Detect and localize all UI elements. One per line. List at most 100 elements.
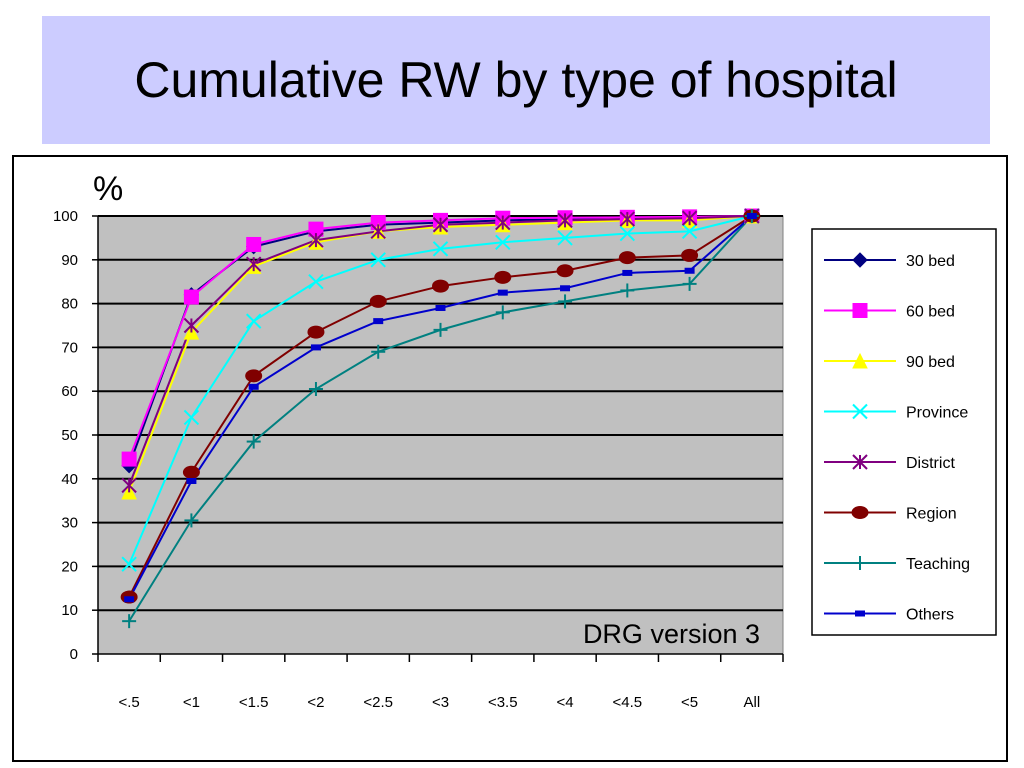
y-tick-label: 50 xyxy=(61,427,78,444)
data-point-province xyxy=(619,225,636,242)
x-tick-label: <.5 xyxy=(118,694,139,711)
data-point-district xyxy=(370,223,386,240)
data-point-teaching xyxy=(558,294,573,309)
legend-label: Province xyxy=(906,405,968,422)
data-point-60-bed xyxy=(183,289,199,305)
data-point-district xyxy=(681,210,698,226)
data-point-district xyxy=(557,212,573,229)
legend-entry-district: District xyxy=(824,454,955,472)
legend-marker xyxy=(852,303,868,318)
data-point-province xyxy=(308,273,324,290)
data-point-district xyxy=(183,317,200,334)
y-tick-label: 20 xyxy=(61,558,78,575)
legend-label: 30 bed xyxy=(906,253,955,270)
data-point-district xyxy=(308,232,324,248)
data-point-60-bed xyxy=(121,451,137,467)
x-tick-label: <5 xyxy=(681,694,698,711)
data-point-province xyxy=(370,252,386,268)
x-tick-label: <2.5 xyxy=(363,694,393,711)
data-point-others xyxy=(746,213,757,219)
data-point-district xyxy=(121,477,137,494)
legend-marker xyxy=(852,352,868,369)
data-point-others xyxy=(435,304,446,311)
legend-label: 60 bed xyxy=(906,304,955,321)
y-tick-label: 0 xyxy=(70,646,78,663)
legend-box xyxy=(811,228,997,636)
data-point-teaching xyxy=(184,513,199,528)
y-tick-label: 100 xyxy=(53,208,78,225)
data-point-teaching xyxy=(246,434,261,449)
y-tick-label: 10 xyxy=(61,602,78,619)
data-point-district xyxy=(432,217,449,233)
legend-entry-90-bed: 90 bed xyxy=(824,352,955,371)
x-tick-label: <4 xyxy=(556,694,573,711)
data-point-others xyxy=(622,269,633,276)
data-point-teaching xyxy=(433,322,448,337)
data-point-region xyxy=(681,248,699,262)
data-point-district xyxy=(245,256,262,272)
legend-entry-region: Region xyxy=(824,506,957,523)
data-point-region xyxy=(556,264,574,278)
chart-annotation: DRG version 3 xyxy=(583,619,760,649)
x-tick-label: <1 xyxy=(183,694,200,711)
data-point-region xyxy=(432,279,449,293)
data-point-others xyxy=(684,267,695,274)
data-point-province xyxy=(495,234,511,250)
data-point-district xyxy=(619,211,636,227)
data-point-province xyxy=(183,409,200,426)
y-tick-label: 90 xyxy=(61,252,78,269)
data-point-region xyxy=(494,270,512,284)
y-tick-label: 70 xyxy=(61,339,78,356)
x-tick-label: All xyxy=(744,694,761,711)
data-point-others xyxy=(560,285,571,292)
x-tick-label: <1.5 xyxy=(239,694,269,711)
legend-marker xyxy=(851,506,869,519)
data-point-others xyxy=(497,289,508,296)
data-point-teaching xyxy=(371,344,386,359)
data-point-teaching xyxy=(495,305,510,320)
legend-marker xyxy=(855,610,865,617)
data-point-region xyxy=(245,369,263,383)
legend-marker xyxy=(853,556,867,570)
data-point-others xyxy=(124,596,135,603)
y-tick-label: 40 xyxy=(61,471,78,488)
data-point-region xyxy=(369,294,387,308)
legend-label: District xyxy=(906,455,955,472)
legend-label: Teaching xyxy=(906,556,970,573)
legend-label: Others xyxy=(906,607,954,624)
page-title: Cumulative RW by type of hospital xyxy=(134,52,898,108)
data-point-region xyxy=(618,251,636,265)
data-point-teaching xyxy=(682,276,697,291)
y-tick-label: 30 xyxy=(61,515,78,532)
data-point-others xyxy=(373,318,384,325)
data-point-district xyxy=(495,214,511,231)
title-banner: Cumulative RW by type of hospital xyxy=(42,16,990,144)
data-point-60-bed xyxy=(246,236,262,252)
data-point-province xyxy=(681,223,698,240)
data-point-province xyxy=(121,556,137,572)
data-point-teaching xyxy=(308,382,323,397)
legend-marker xyxy=(852,403,868,420)
legend-label: 90 bed xyxy=(906,354,955,371)
legend-entry-60-bed: 60 bed xyxy=(824,303,955,321)
legend-label: Region xyxy=(906,506,957,523)
x-tick-label: <2 xyxy=(307,694,324,711)
legend-marker xyxy=(852,252,868,268)
data-point-teaching xyxy=(122,614,137,629)
data-point-others xyxy=(310,344,321,351)
legend-entry-others: Others xyxy=(824,607,954,624)
x-tick-label: <3 xyxy=(432,694,449,711)
data-point-province xyxy=(432,241,449,257)
y-axis-label: % xyxy=(93,170,123,208)
data-point-teaching xyxy=(620,283,635,298)
data-point-others xyxy=(248,383,259,390)
y-tick-label: 80 xyxy=(61,296,78,313)
data-point-region xyxy=(307,325,325,339)
y-tick-label: 60 xyxy=(61,383,78,400)
data-point-others xyxy=(186,477,197,484)
legend-entry-province: Province xyxy=(824,403,968,422)
legend-marker xyxy=(852,454,868,470)
data-point-province xyxy=(245,313,262,329)
x-tick-label: <4.5 xyxy=(613,694,643,711)
